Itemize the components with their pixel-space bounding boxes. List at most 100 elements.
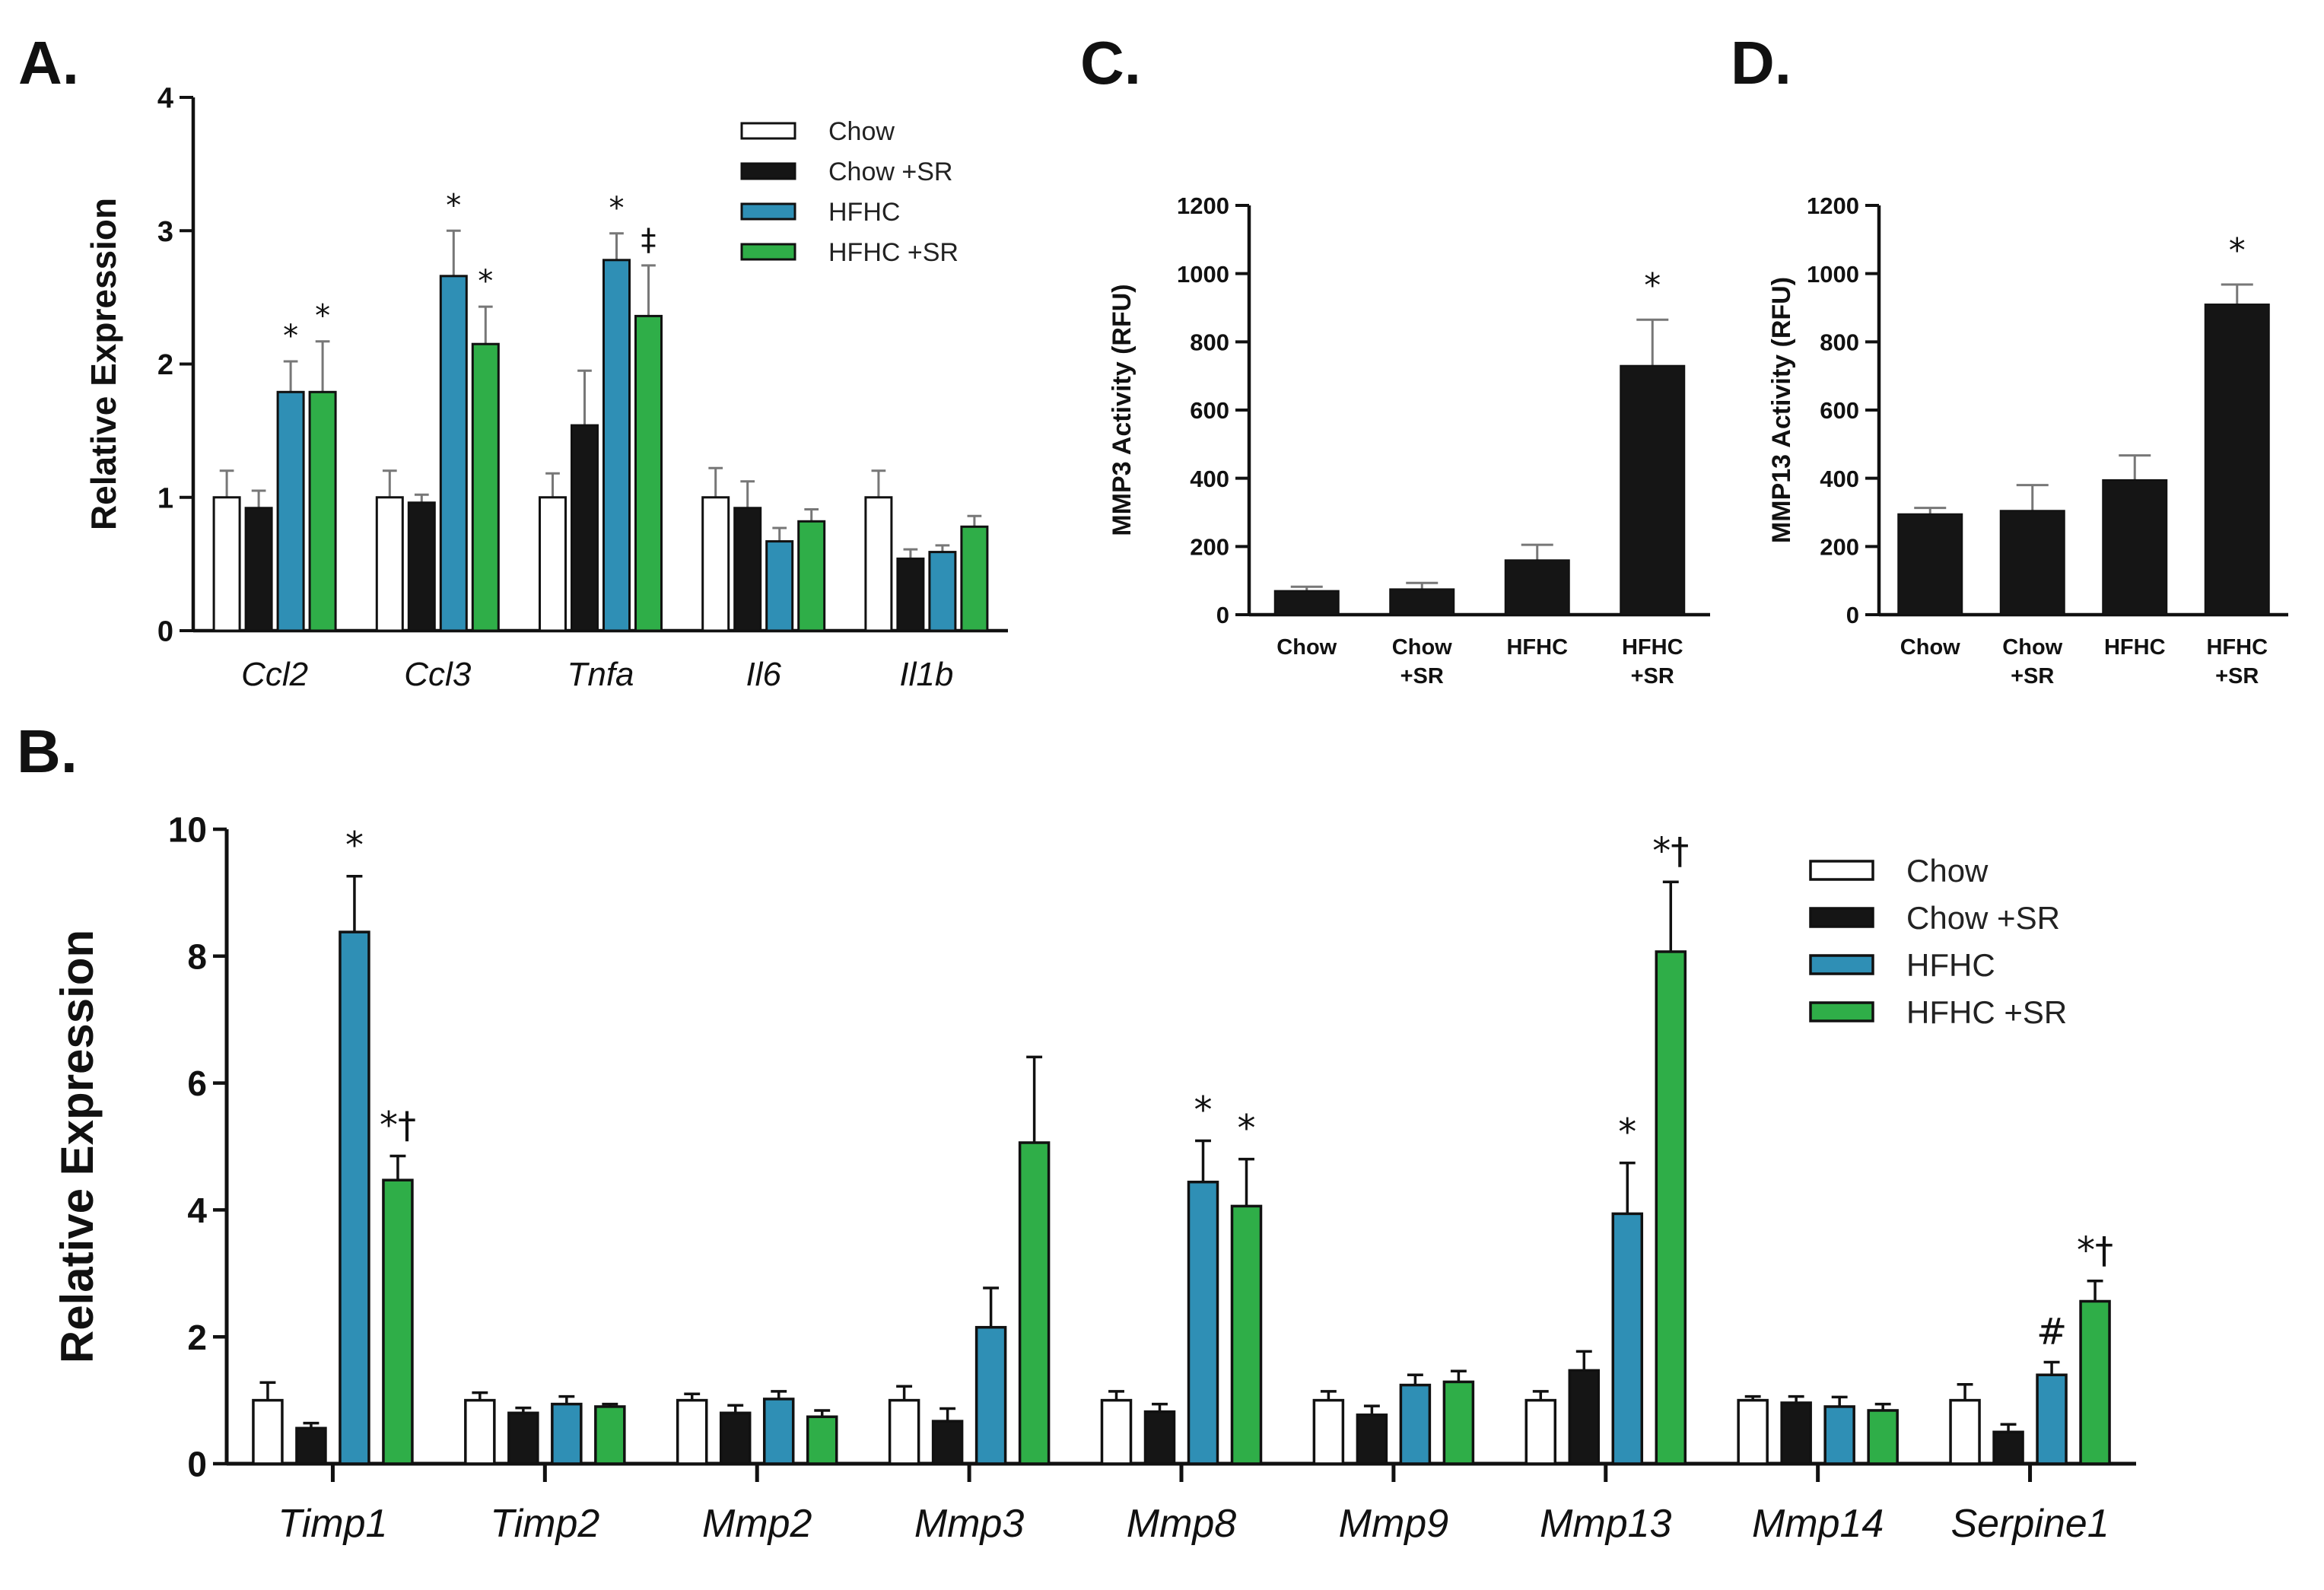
panel-label-a: A. [18,29,79,97]
y-tick-label: 800 [1820,329,1859,355]
bar-hfhc-tnfa [602,259,631,632]
legend-swatch-chow [1809,860,1874,881]
panel-c-mmp3-activity: C. MMP3 Activity (RFU) 0 200 400 600 800 1000 12… [1080,29,1710,688]
x-tick-label-chow: Chow [2002,635,2062,660]
y-axis-title: Relative Expression [84,198,123,530]
bar-chow-mmp14 [1737,1398,1769,1465]
legend-label-hfhc: HFHC [828,198,900,227]
bar-chow [1897,513,1963,615]
x-tick-label-ccl3: Ccl3 [404,656,472,693]
legend-label-hfhc-sr: HFHC +SR [1906,994,2067,1030]
y-axis-title: MMP3 Activity (RFU) [1108,284,1137,536]
y-tick-label: 400 [1190,466,1229,492]
significance-marker: * [283,319,298,354]
legend-swatch-hfhc-sr [1809,1001,1874,1022]
legend-label-hfhc: HFHC [1906,947,1995,983]
bar-hfhc-mmp8 [1187,1180,1219,1465]
x-tick-label-mmp9: Mmp9 [1339,1502,1448,1546]
legend-label-chow: Chow [1906,853,1989,889]
x-tick-label-mmp3: Mmp3 [914,1502,1025,1546]
bar-hfhc-sr-mmp8 [1230,1204,1263,1465]
bar-chow-sr-mmp8 [1143,1410,1176,1465]
bar-hfhc-sr-serpine1 [2079,1299,2111,1465]
bar-chow-il6 [701,496,730,632]
bar-hfhc-timp1 [339,930,370,1465]
y-tick-label: 0 [157,616,173,648]
bar-hfhc-sr [2204,304,2270,615]
legend-swatch-chow [740,122,796,140]
bar-hfhc-mmp9 [1399,1383,1432,1465]
significance-marker: # [2036,1311,2067,1353]
significance-marker: * [1238,1108,1256,1150]
x-tick-label-sr: +SR [2011,664,2054,688]
legend-label-hfhc-sr: HFHC +SR [828,238,959,267]
bar-chow-sr-mmp14 [1780,1401,1812,1465]
bar-hfhc-sr [1620,364,1686,615]
bar-hfhc-ccl3 [439,275,468,632]
y-tick-label: 1000 [1807,261,1859,288]
y-tick-label: 0 [1216,602,1229,628]
legend-label-chow: Chow [828,117,895,146]
bar-hfhc-sr-mmp3 [1018,1141,1051,1465]
panel-label-c: C. [1080,29,1141,97]
x-tick-label-tnfa: Tnfa [567,656,634,693]
bar-hfhc-sr-timp2 [594,1405,626,1465]
y-tick-label: 2 [157,349,173,381]
x-tick-label-sr: +SR [2215,664,2259,688]
x-tick-label-timp1: Timp1 [278,1502,387,1546]
bar-chow-sr-il6 [733,507,762,632]
legend-swatch-chow-sr [1809,907,1874,928]
bar-chow-ccl2 [212,496,241,632]
bar-chow-serpine1 [1949,1398,1981,1465]
y-axis-title: MMP13 Activity (RFU) [1767,277,1796,543]
bar-chow-sr-mmp2 [719,1411,752,1465]
bar-chow-sr-mmp3 [931,1420,964,1465]
y-tick-label: 2 [187,1318,207,1357]
y-tick-label: 0 [187,1445,207,1484]
bar-hfhc-sr-timp1 [382,1178,414,1465]
bar-chow-sr [1999,510,2065,616]
y-tick-label: 600 [1190,397,1229,424]
bar-chow-sr-tnfa [571,424,599,632]
bar-chow-tnfa [539,496,567,632]
bar-chow-sr-ccl2 [244,507,273,632]
panel-label-d: D. [1731,29,1791,97]
y-tick-label: 3 [157,216,173,248]
bar-chow-mmp8 [1100,1398,1133,1465]
bar-chow-timp1 [252,1398,284,1465]
significance-marker: * [1618,1111,1636,1154]
bar-hfhc-il1b [928,551,957,632]
bar-hfhc [2102,479,2168,615]
bar-hfhc-il6 [765,540,794,632]
bar-hfhc-sr-il6 [797,520,826,632]
bar-chow-mmp9 [1312,1398,1345,1465]
x-tick-label-sr: +SR [1631,664,1674,688]
bar-chow-sr-timp1 [295,1426,327,1465]
panel-a-relative-expression-inflammatory: A. Relative Expression 0 1 2 3 4 Ccl2 Ccl3 Tnfa Il… [18,29,1008,693]
x-tick-label-chow: Chow [1276,635,1337,660]
legend-swatch-hfhc-sr [740,243,796,261]
bar-hfhc-mmp2 [762,1398,795,1465]
bar-hfhc-sr-tnfa [634,314,663,632]
x-tick-label-mmp2: Mmp2 [702,1502,812,1546]
bar-hfhc-sr-il1b [960,525,989,632]
significance-marker: * [2229,231,2246,270]
legend-label-chow-sr: Chow +SR [1906,900,2060,936]
bar-hfhc-mmp13 [1611,1212,1644,1465]
x-tick-label-il6: Il6 [746,656,781,693]
bar-hfhc-sr-mmp2 [806,1415,838,1465]
x-tick-label-sr: +SR [1400,664,1444,688]
y-tick-label: 200 [1190,533,1229,560]
panel-d-mmp13-activity: D. MMP13 Activity (RFU) 0 200 400 600 800 1000 1… [1731,29,2288,688]
y-tick-label: 10 [168,810,207,850]
legend-label-chow-sr: Chow +SR [828,157,952,186]
bar-hfhc-sr-ccl2 [308,390,337,632]
legend-swatch-hfhc [1809,954,1874,975]
significance-marker: * [1194,1089,1213,1131]
y-tick-label: 4 [157,83,173,115]
x-tick-label-hfhc: HFHC [2206,635,2268,660]
bar-chow-sr-mmp13 [1568,1369,1601,1465]
y-tick-label: 800 [1190,329,1229,355]
bar-chow-timp2 [464,1398,496,1465]
y-tick-label: 0 [1846,602,1859,628]
